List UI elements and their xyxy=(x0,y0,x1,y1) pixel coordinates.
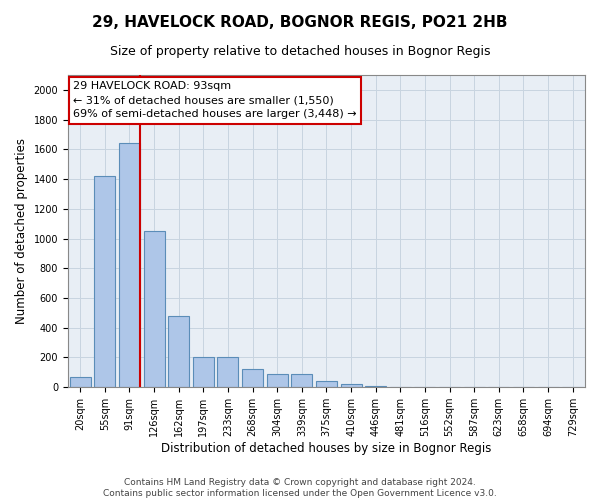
Bar xyxy=(267,374,287,387)
Bar xyxy=(143,231,164,387)
Bar xyxy=(217,358,238,387)
Bar xyxy=(292,374,312,387)
Bar xyxy=(193,358,214,387)
Bar xyxy=(365,386,386,387)
Text: Contains HM Land Registry data © Crown copyright and database right 2024.
Contai: Contains HM Land Registry data © Crown c… xyxy=(103,478,497,498)
Bar xyxy=(341,384,362,387)
Bar xyxy=(94,176,115,387)
X-axis label: Distribution of detached houses by size in Bognor Regis: Distribution of detached houses by size … xyxy=(161,442,491,455)
Bar xyxy=(242,370,263,387)
Bar xyxy=(70,377,91,387)
Y-axis label: Number of detached properties: Number of detached properties xyxy=(15,138,28,324)
Text: Size of property relative to detached houses in Bognor Regis: Size of property relative to detached ho… xyxy=(110,45,490,58)
Text: 29, HAVELOCK ROAD, BOGNOR REGIS, PO21 2HB: 29, HAVELOCK ROAD, BOGNOR REGIS, PO21 2H… xyxy=(92,15,508,30)
Bar xyxy=(316,382,337,387)
Text: 29 HAVELOCK ROAD: 93sqm
← 31% of detached houses are smaller (1,550)
69% of semi: 29 HAVELOCK ROAD: 93sqm ← 31% of detache… xyxy=(73,81,356,119)
Bar xyxy=(168,316,189,387)
Bar xyxy=(119,144,140,387)
